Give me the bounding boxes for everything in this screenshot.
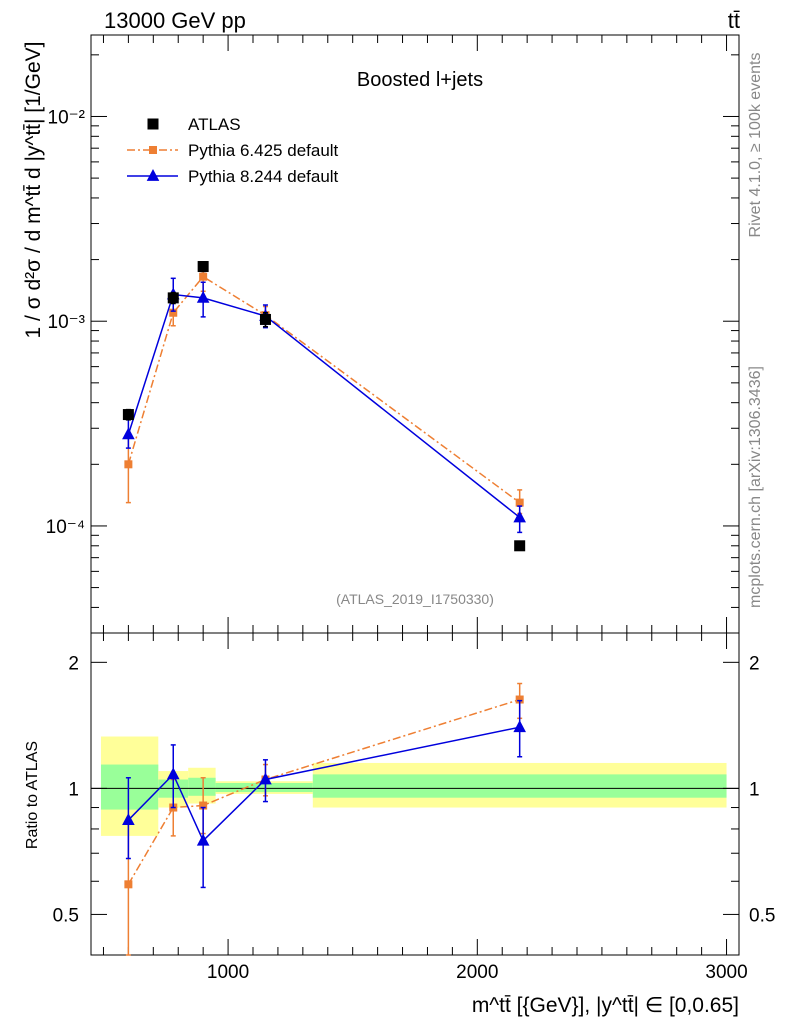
ratio-pythia-6-425-default-point [199,801,208,810]
pythia-6-425-default-point [199,272,208,281]
main-panel: 10⁻⁴ 10⁻³ 10⁻² Boosted l+jets (ATLAS_2019_… [22,34,740,634]
legend-pythia-8-244-default-label: Pythia 8.244 default [188,167,339,186]
x-tick-label: 1000 [207,962,249,983]
ratio-band-green [215,782,313,793]
atlas-point [514,540,526,552]
ratio-y-tick-label-right: 2 [749,653,760,674]
ratio-y-tick-label-right: 0.5 [749,905,775,926]
analysis-label: (ATLAS_2019_I1750330) [336,591,494,607]
ratio-y-tick-label-left: 2 [68,653,79,674]
pythia-8-244-default-point [513,510,526,523]
ratio-y-tick-label-left: 0.5 [53,905,79,926]
ratio-band-green [100,764,159,810]
x-axis-label: m^tt̄ [{GeV}], |y^tt̄| ∈ [0,0.65] [472,994,739,1017]
legend-pythia-6-425-default-label: Pythia 6.425 default [188,141,339,160]
atlas-point [259,313,271,325]
main-chart-title: Boosted l+jets [357,69,483,91]
ratio-pythia-8-244-default-point [122,813,135,825]
legend-atlas-marker [147,118,159,130]
pythia-8-244-default-point [122,427,135,440]
energy-label: 13000 GeV pp [104,8,246,33]
ratio-y-axis-label: Ratio to ATLAS [24,741,41,849]
atlas-point [122,409,134,421]
ratio-panel: 0.5 0.5 1 1 2 2 1000 2000 3000 Ratio to ATLAS m^… [24,632,775,1017]
legend-pythia-6-425-default-marker [149,146,157,154]
ratio-y-tick-label-left: 1 [68,779,79,800]
main-y-axis-label: 1 / σ d²σ / d m^tt̄ d |y^tt̄| [1/GeV] [22,42,45,339]
ratio-series-layer [122,682,526,956]
main-y-tick-label: 10⁻² [48,107,86,128]
atlas-point [197,261,209,273]
main-tick-marks: 10⁻⁴ 10⁻³ 10⁻² [46,35,739,634]
main-y-tick-label: 10⁻⁴ [46,517,85,538]
main-series-layer [122,261,526,552]
ratio-pythia-8-244-default-point [196,833,210,846]
ratio-plot-frame [90,632,740,956]
ratio-band-green [312,774,727,798]
atlas-point [167,292,179,304]
rivet-version-label: Rivet 4.1.0, ≥ 100k events [747,53,764,238]
ratio-band-green [188,777,216,796]
legend-atlas-label: ATLAS [188,115,241,134]
pythia-6-425-default-point [515,498,524,507]
legend-pythia-8-244-default-marker [146,169,160,181]
x-tick-label: 3000 [705,962,747,983]
mcplots-label: mcplots.cern.ch [arXiv:1306.3436] [747,366,764,608]
ratio-pythia-8-244-default-point [166,767,180,780]
pythia-6-425-default-point [124,460,133,469]
ratio-uncertainty-bands [100,736,727,836]
process-label: tt̄ [728,8,740,33]
ratio-pythia-6-425-default-point [515,695,524,704]
ratio-tick-marks: 0.5 0.5 1 1 2 2 1000 2000 3000 [53,633,775,983]
pythia-6-425-default-point [169,308,178,317]
ratio-pythia-8-244-default-point [513,720,526,733]
main-plot-frame [90,34,740,634]
x-tick-label: 2000 [456,962,498,983]
pythia-8-244-default-point [196,290,210,303]
ratio-pythia-8-244-default-point [259,772,272,785]
ratio-pythia-6-425-default-point [124,880,133,889]
main-y-tick-label: 10⁻³ [48,312,86,333]
ratio-y-tick-label-right: 1 [749,779,760,800]
legend: ATLAS Pythia 6.425 default Pythia 8.244 de… [127,115,339,186]
